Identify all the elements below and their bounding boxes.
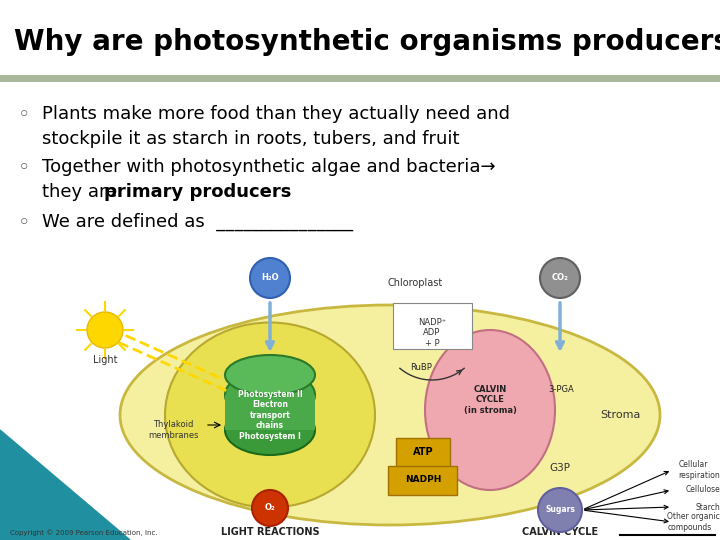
Text: ◦: ◦ [18,158,30,178]
Circle shape [250,258,290,298]
Text: CO₂: CO₂ [552,273,568,282]
Text: Cellulose: Cellulose [685,485,720,495]
Text: 3-PGA: 3-PGA [548,386,574,395]
Circle shape [252,490,288,526]
Ellipse shape [225,370,315,420]
Circle shape [538,488,582,532]
Text: CALVIN CYCLE: CALVIN CYCLE [522,527,598,537]
Text: ◦: ◦ [18,105,30,125]
Text: Cellular
respiration: Cellular respiration [678,460,720,480]
Text: Starch: Starch [696,503,720,511]
FancyBboxPatch shape [225,395,315,430]
Text: Thylakoid
membranes: Thylakoid membranes [148,420,199,440]
Text: Chloroplast: Chloroplast [387,278,443,288]
Ellipse shape [120,305,660,525]
Text: We are defined as  _______________: We are defined as _______________ [42,213,353,231]
Text: Stroma: Stroma [600,410,640,420]
Text: they are: they are [42,183,123,201]
Text: Photosystem II
Electron
transport
chains
Photosystem I: Photosystem II Electron transport chains… [238,390,302,441]
Text: Copyright © 2009 Pearson Education, Inc.: Copyright © 2009 Pearson Education, Inc. [10,529,158,536]
Text: RuBP: RuBP [410,362,432,372]
Circle shape [540,258,580,298]
Ellipse shape [225,355,315,395]
Text: LIGHT REACTIONS: LIGHT REACTIONS [221,527,319,537]
Circle shape [87,312,123,348]
Ellipse shape [165,322,375,508]
Text: Other organic
compounds: Other organic compounds [667,512,720,532]
Polygon shape [0,430,130,540]
Text: G3P: G3P [549,463,570,473]
Text: primary producers: primary producers [104,183,292,201]
Text: Together with photosynthetic algae and bacteria→: Together with photosynthetic algae and b… [42,158,495,176]
FancyBboxPatch shape [396,438,450,467]
Text: CALVIN
CYCLE
(in stroma): CALVIN CYCLE (in stroma) [464,385,516,415]
Text: NADPH: NADPH [405,476,441,484]
Text: Why are photosynthetic organisms producers?: Why are photosynthetic organisms produce… [14,28,720,56]
Ellipse shape [425,330,555,490]
Ellipse shape [225,405,315,455]
Text: O₂: O₂ [265,503,275,512]
Text: NADP⁺
ADP
+ P: NADP⁺ ADP + P [418,318,446,348]
FancyBboxPatch shape [393,303,472,349]
Text: stockpile it as starch in roots, tubers, and fruit: stockpile it as starch in roots, tubers,… [42,130,459,148]
Text: ATP: ATP [413,447,433,457]
Text: Plants make more food than they actually need and: Plants make more food than they actually… [42,105,510,123]
FancyBboxPatch shape [388,466,457,495]
Text: H₂O: H₂O [261,273,279,282]
Text: Light: Light [93,355,117,365]
Text: Sugars: Sugars [545,505,575,515]
Text: ◦: ◦ [18,213,30,233]
